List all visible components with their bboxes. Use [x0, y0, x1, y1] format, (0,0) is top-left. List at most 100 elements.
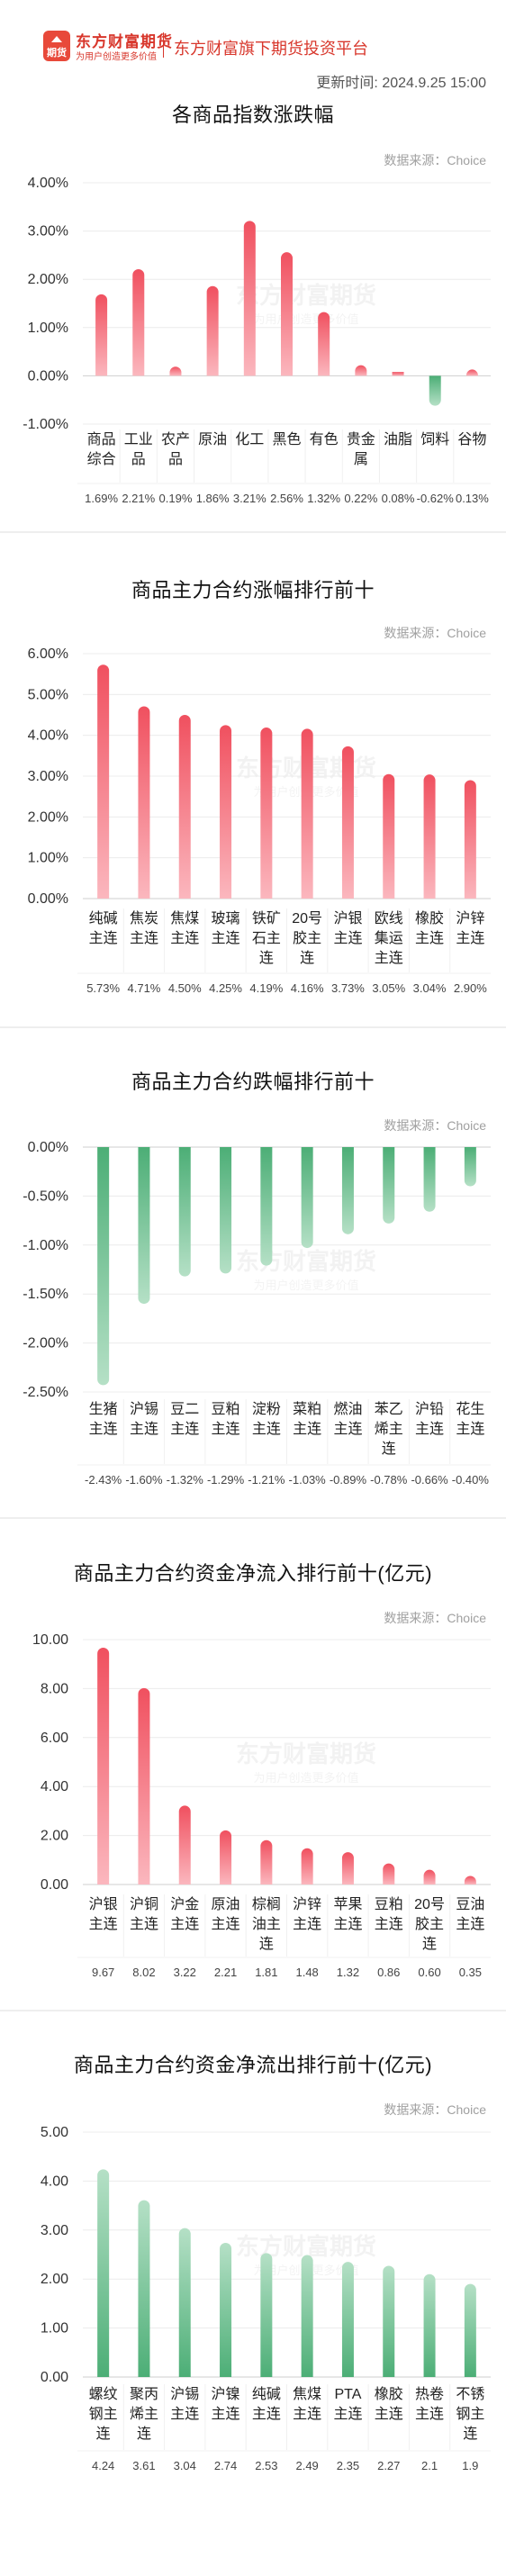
- x-tick-label: 沪锡: [170, 2386, 199, 2402]
- y-tick-label: 2.00: [41, 2272, 68, 2287]
- page-header: 期货 东方财富期货 为用户创造更多价值 东方财富旗下期货投资平台 更新时间: 2…: [0, 0, 506, 92]
- x-tick-label: 主连: [375, 2406, 403, 2422]
- x-tick-label: 纯碱: [252, 2386, 281, 2402]
- x-tick-label: 热卷: [415, 2386, 444, 2402]
- data-label: 2.21%: [122, 492, 155, 505]
- x-tick-label: 品: [168, 452, 183, 467]
- y-tick-label: 2.00%: [28, 809, 68, 825]
- x-tick-label: 主连: [212, 1916, 240, 1932]
- bar: [464, 1147, 476, 1187]
- bar: [260, 1839, 273, 1885]
- data-label: -0.62%: [417, 492, 455, 505]
- data-label: 0.19%: [159, 492, 193, 505]
- bar: [220, 1147, 232, 1274]
- data-source-1: 数据来源：Choice: [384, 153, 486, 167]
- x-tick-label: 主连: [170, 1421, 199, 1437]
- y-tick-label: -1.00%: [23, 1238, 68, 1253]
- data-label: 1.9: [462, 2459, 478, 2472]
- logo-slogan: 为用户创造更多价值: [76, 52, 157, 62]
- bar: [341, 1147, 354, 1234]
- x-tick-label: 豆粕: [212, 1401, 240, 1417]
- bar: [178, 2228, 191, 2377]
- y-tick-label: -2.50%: [23, 1385, 68, 1400]
- data-label: 1.86%: [196, 492, 230, 505]
- x-tick-label: 玻璃: [212, 910, 240, 926]
- bar: [383, 1863, 395, 1885]
- x-tick-label: 属: [354, 452, 368, 467]
- y-tick-label: 1.00: [41, 2321, 68, 2336]
- bar: [301, 1848, 313, 1885]
- data-label: 1.48: [295, 1966, 318, 1979]
- data-label: 2.90%: [454, 981, 487, 995]
- logo-roof-shape: [51, 36, 62, 42]
- y-tick-label: 4.00: [41, 2174, 68, 2189]
- data-label: 4.25%: [209, 981, 242, 995]
- x-tick-label: 化工: [235, 431, 264, 447]
- x-tick-label: 铁矿: [252, 910, 281, 926]
- y-tick-label: -2.00%: [23, 1336, 68, 1351]
- y-tick-label: 5.00%: [28, 687, 68, 702]
- chart-title-index-change: 各商品指数涨跌幅: [171, 104, 334, 126]
- x-tick-label: 主连: [89, 1916, 118, 1932]
- x-tick-label: PTA: [334, 2387, 361, 2402]
- x-tick-label: 沪铜: [130, 1896, 158, 1912]
- data-label: 3.22: [174, 1966, 196, 1979]
- x-tick-label: 钢主: [89, 2406, 118, 2422]
- x-tick-label: 沪锌: [293, 1896, 321, 1912]
- x-tick-label: 连: [382, 1441, 396, 1457]
- y-tick-label: 6.00: [41, 1731, 68, 1746]
- x-tick-label: 主连: [293, 1421, 321, 1437]
- x-tick-label: 20号: [292, 910, 322, 926]
- x-tick-label: 农产: [161, 431, 190, 447]
- chart-title-top-losers: 商品主力合约跌幅排行前十: [131, 1071, 375, 1093]
- data-label: 9.67: [92, 1966, 114, 1979]
- y-tick-label: 0.00: [41, 1877, 68, 1893]
- data-label: -0.66%: [411, 1473, 448, 1487]
- chart-title-net-inflow: 商品主力合约资金净流入排行前十(亿元): [73, 1562, 433, 1585]
- x-tick-label: 主连: [89, 1421, 118, 1437]
- x-tick-label: 石主: [252, 930, 281, 946]
- x-tick-label: 主连: [415, 1421, 444, 1437]
- x-tick-label: 沪镍: [212, 2386, 240, 2402]
- y-tick-label: 4.00: [41, 1779, 68, 1794]
- y-tick-label: 3.00%: [28, 769, 68, 784]
- bar: [220, 2242, 232, 2377]
- data-label: -0.40%: [452, 1473, 490, 1487]
- bar: [465, 369, 478, 376]
- x-tick-label: 螺纹: [89, 2386, 118, 2402]
- x-tick-label: 沪锡: [130, 1401, 158, 1417]
- x-tick-label: 豆油: [456, 1896, 484, 1912]
- x-tick-label: 焦煤: [293, 2386, 321, 2402]
- data-label: 2.1: [421, 2459, 438, 2472]
- x-tick-label: 连: [259, 950, 274, 966]
- x-tick-label: 连: [96, 2426, 111, 2442]
- bar: [341, 1852, 354, 1885]
- y-tick-label: 10.00: [32, 1632, 68, 1648]
- data-label: 0.08%: [382, 492, 415, 505]
- x-tick-label: 主连: [170, 930, 199, 946]
- bar: [178, 1147, 191, 1277]
- logo-name: 东方财富期货: [76, 33, 173, 50]
- x-tick-label: 原油: [198, 431, 227, 447]
- x-tick-label: 饲料: [420, 431, 449, 447]
- bar: [423, 1147, 436, 1212]
- update-time-label: 更新时间:: [316, 76, 378, 91]
- bar: [97, 664, 110, 899]
- bar: [464, 2283, 476, 2377]
- x-tick-label: 主连: [293, 1916, 321, 1932]
- bar: [260, 728, 273, 899]
- bar: [301, 728, 313, 899]
- x-tick-label: 焦炭: [130, 910, 158, 926]
- data-label: 4.16%: [291, 981, 324, 995]
- x-tick-label: 苹果: [333, 1896, 362, 1912]
- x-tick-label: 沪银: [89, 1896, 118, 1912]
- data-label: 2.21: [214, 1966, 237, 1979]
- update-time: 更新时间: 2024.9.25 15:00: [316, 70, 486, 92]
- x-tick-label: 淀粉: [252, 1401, 281, 1417]
- y-tick-label: 0.00: [41, 2370, 68, 2385]
- bar: [423, 774, 436, 899]
- x-tick-label: 主连: [212, 2406, 240, 2422]
- y-tick-label: 6.00%: [28, 646, 68, 662]
- x-tick-label: 商品: [87, 431, 116, 447]
